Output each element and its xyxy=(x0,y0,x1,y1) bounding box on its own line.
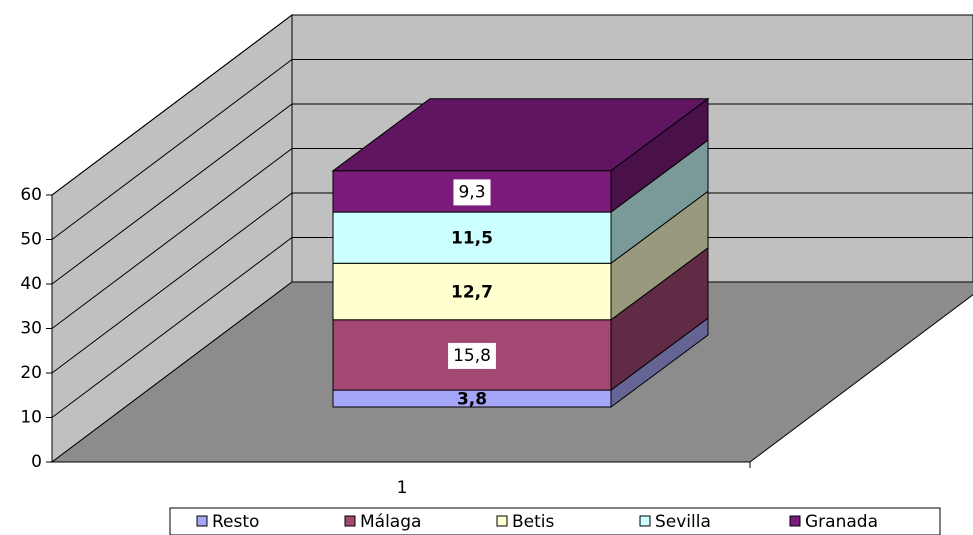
data-label: 15,8 xyxy=(453,346,491,366)
grid-line xyxy=(51,148,973,329)
data-label-box xyxy=(448,342,496,369)
y-tick-label: 50 xyxy=(20,230,42,250)
y-tick-label: 20 xyxy=(20,363,42,383)
legend xyxy=(169,507,941,535)
data-label: 9,3 xyxy=(458,182,485,202)
legend-label: Málaga xyxy=(360,512,421,532)
bars: 3,8 15,8 12,7 11,5 9,3 xyxy=(331,97,710,410)
legend-swatch xyxy=(789,515,801,527)
bar xyxy=(332,262,612,321)
y-tick-label: 30 xyxy=(20,319,42,339)
legend-label: Sevilla xyxy=(655,512,711,532)
y-tick-label: 60 xyxy=(20,185,42,205)
data-label: 11,5 xyxy=(451,229,493,249)
legend-label: Betis xyxy=(512,512,555,532)
x-tick-label: 1 xyxy=(397,478,408,498)
y-tick-label: 0 xyxy=(31,452,42,472)
legend-label: Resto xyxy=(212,512,259,532)
grid-line xyxy=(51,192,973,374)
legend-swatch xyxy=(639,515,651,527)
legend-items: Resto Málaga Betis Sevilla Granada xyxy=(196,512,878,532)
data-label-box xyxy=(453,179,491,206)
grid-line xyxy=(51,59,973,240)
data-label: 12,7 xyxy=(451,283,493,303)
grid-line xyxy=(51,237,973,418)
y-tick-label: 40 xyxy=(20,274,42,294)
grid-line xyxy=(51,14,973,196)
legend-swatch xyxy=(196,515,208,527)
legend-label: Granada xyxy=(805,512,878,532)
grid-line xyxy=(51,103,973,285)
y-tick-label: 10 xyxy=(20,408,42,428)
legend-swatch xyxy=(496,515,508,527)
data-label: 3,8 xyxy=(457,390,487,410)
bar xyxy=(332,211,612,264)
bar-top xyxy=(331,98,710,172)
grid: 0 10 20 30 40 50 60 xyxy=(20,14,973,472)
legend-swatch xyxy=(344,515,356,527)
